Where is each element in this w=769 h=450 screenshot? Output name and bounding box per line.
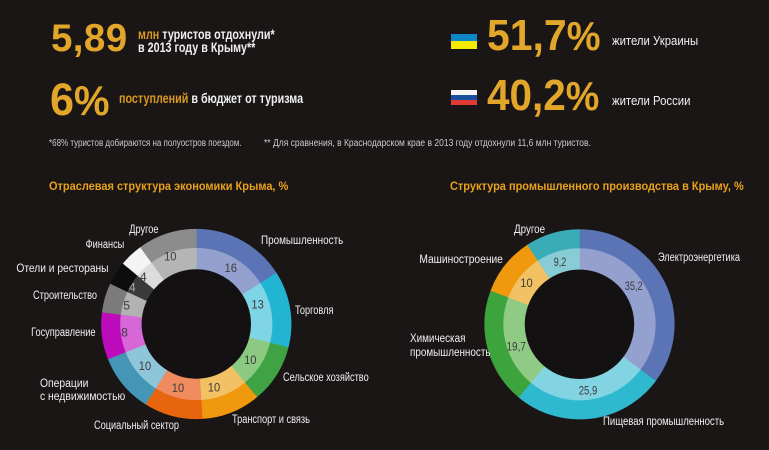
svg-text:16: 16 bbox=[225, 261, 238, 275]
svg-text:13: 13 bbox=[251, 298, 264, 312]
svg-text:4: 4 bbox=[129, 281, 136, 295]
svg-text:10: 10 bbox=[520, 276, 533, 290]
svg-text:10: 10 bbox=[244, 353, 257, 367]
svg-text:9,2: 9,2 bbox=[554, 255, 567, 269]
svg-text:35,2: 35,2 bbox=[625, 279, 643, 293]
svg-text:5: 5 bbox=[123, 298, 130, 312]
svg-text:10: 10 bbox=[164, 250, 177, 264]
svg-text:10: 10 bbox=[172, 381, 185, 395]
svg-text:19,7: 19,7 bbox=[506, 340, 526, 354]
svg-text:10: 10 bbox=[208, 380, 221, 394]
svg-text:25,9: 25,9 bbox=[579, 383, 598, 397]
svg-text:4: 4 bbox=[140, 270, 147, 284]
svg-text:8: 8 bbox=[121, 326, 128, 340]
svg-text:10: 10 bbox=[139, 359, 152, 373]
